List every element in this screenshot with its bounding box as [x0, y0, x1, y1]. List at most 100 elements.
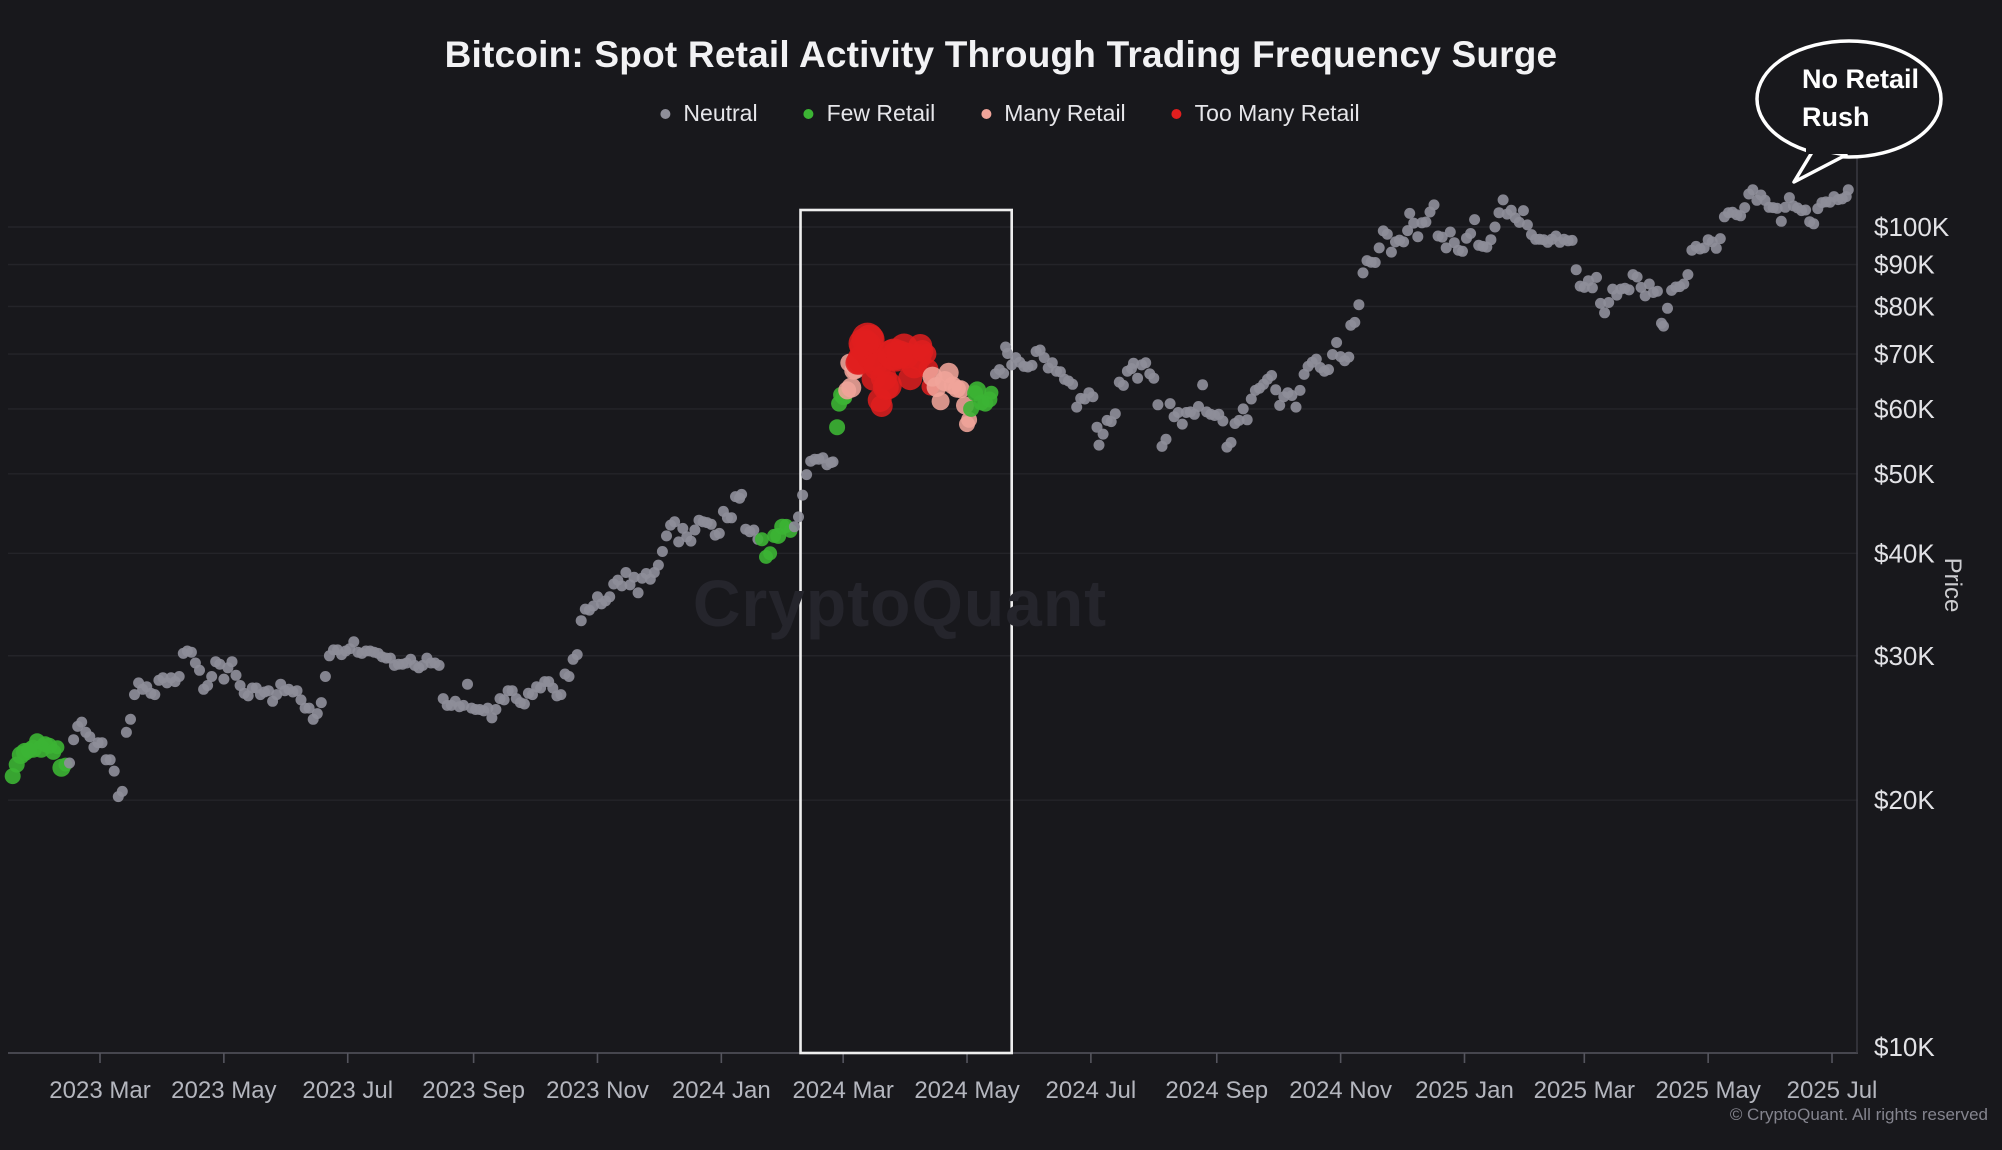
- data-point[interactable]: [1294, 384, 1306, 396]
- data-point[interactable]: [64, 757, 75, 769]
- data-point[interactable]: [951, 380, 970, 399]
- data-point[interactable]: [490, 704, 502, 715]
- data-point[interactable]: [1385, 246, 1397, 258]
- data-point[interactable]: [1331, 337, 1343, 348]
- data-point[interactable]: [206, 671, 218, 682]
- data-point[interactable]: [1349, 316, 1361, 328]
- data-point[interactable]: [1245, 393, 1257, 405]
- legend-item-neutral[interactable]: Neutral: [660, 100, 758, 127]
- data-point[interactable]: [1599, 307, 1611, 319]
- data-point[interactable]: [1310, 353, 1322, 365]
- data-point[interactable]: [705, 518, 717, 530]
- data-point[interactable]: [1132, 372, 1144, 384]
- legend-item-few-retail[interactable]: Few Retail: [803, 100, 935, 127]
- data-point[interactable]: [870, 395, 893, 417]
- data-point[interactable]: [226, 656, 238, 668]
- data-point[interactable]: [486, 712, 498, 724]
- data-point[interactable]: [628, 571, 640, 583]
- data-point[interactable]: [1233, 414, 1245, 426]
- data-point[interactable]: [84, 731, 96, 743]
- data-point[interactable]: [1570, 264, 1582, 276]
- data-point[interactable]: [1373, 242, 1385, 254]
- data-point[interactable]: [1026, 359, 1038, 371]
- data-point[interactable]: [1420, 216, 1432, 228]
- data-point[interactable]: [1747, 184, 1759, 196]
- data-point[interactable]: [1398, 236, 1410, 248]
- data-point[interactable]: [1586, 282, 1598, 294]
- data-point[interactable]: [1678, 278, 1690, 290]
- data-point[interactable]: [1595, 297, 1606, 309]
- data-point[interactable]: [1436, 231, 1448, 243]
- data-point[interactable]: [1658, 320, 1669, 332]
- data-point[interactable]: [1440, 242, 1452, 254]
- data-point[interactable]: [763, 546, 778, 561]
- data-point[interactable]: [518, 698, 530, 710]
- data-point[interactable]: [1225, 437, 1237, 448]
- data-point[interactable]: [1783, 192, 1795, 204]
- data-point[interactable]: [1735, 210, 1747, 222]
- data-point[interactable]: [218, 673, 230, 685]
- data-point[interactable]: [1412, 231, 1424, 243]
- data-point[interactable]: [748, 524, 760, 536]
- data-point[interactable]: [1274, 399, 1286, 411]
- data-point[interactable]: [669, 516, 681, 528]
- data-point[interactable]: [1217, 415, 1229, 427]
- data-point[interactable]: [827, 456, 839, 468]
- data-point[interactable]: [555, 689, 567, 701]
- data-point[interactable]: [873, 371, 902, 400]
- data-point[interactable]: [1323, 364, 1334, 376]
- data-point[interactable]: [498, 694, 510, 706]
- data-point[interactable]: [1164, 398, 1176, 410]
- data-point[interactable]: [1270, 384, 1282, 396]
- data-point[interactable]: [1444, 226, 1456, 238]
- data-point[interactable]: [1286, 390, 1298, 401]
- data-point[interactable]: [1266, 370, 1278, 381]
- data-point[interactable]: [1140, 357, 1152, 369]
- data-point[interactable]: [563, 671, 575, 682]
- data-point[interactable]: [1160, 433, 1172, 445]
- data-point[interactable]: [575, 615, 587, 627]
- data-point[interactable]: [1241, 414, 1253, 426]
- data-point[interactable]: [1651, 285, 1663, 297]
- data-point[interactable]: [1842, 184, 1854, 196]
- data-point[interactable]: [661, 530, 672, 542]
- data-point[interactable]: [315, 697, 327, 709]
- data-point[interactable]: [788, 521, 800, 533]
- data-point[interactable]: [797, 489, 809, 501]
- data-point[interactable]: [348, 636, 360, 648]
- data-point[interactable]: [1038, 352, 1050, 364]
- data-point[interactable]: [1808, 218, 1820, 230]
- data-point[interactable]: [1662, 302, 1673, 314]
- data-point[interactable]: [108, 765, 120, 777]
- data-point[interactable]: [685, 535, 697, 547]
- legend-item-too-many-retail[interactable]: Too Many Retail: [1171, 100, 1360, 127]
- data-point[interactable]: [462, 678, 473, 690]
- data-point[interactable]: [194, 664, 205, 676]
- data-point[interactable]: [1591, 271, 1602, 283]
- data-point[interactable]: [1172, 407, 1184, 418]
- data-point[interactable]: [319, 671, 331, 682]
- data-point[interactable]: [1097, 428, 1109, 440]
- data-point[interactable]: [1093, 439, 1105, 451]
- data-point[interactable]: [120, 726, 132, 738]
- data-point[interactable]: [841, 377, 862, 398]
- data-point[interactable]: [1465, 228, 1477, 239]
- data-point[interactable]: [689, 524, 701, 536]
- data-point[interactable]: [1428, 199, 1440, 211]
- data-point[interactable]: [652, 559, 664, 571]
- data-point[interactable]: [263, 685, 274, 697]
- data-point[interactable]: [149, 689, 161, 701]
- data-point[interactable]: [931, 392, 950, 411]
- data-point[interactable]: [656, 546, 668, 557]
- data-point[interactable]: [125, 713, 136, 725]
- data-point[interactable]: [1176, 418, 1188, 430]
- data-point[interactable]: [1566, 234, 1578, 246]
- data-point[interactable]: [433, 659, 445, 671]
- data-point[interactable]: [1710, 242, 1722, 254]
- data-point[interactable]: [1193, 401, 1204, 412]
- data-point[interactable]: [1237, 403, 1249, 415]
- data-point[interactable]: [1714, 233, 1726, 245]
- data-point[interactable]: [76, 716, 88, 728]
- data-point[interactable]: [295, 694, 307, 706]
